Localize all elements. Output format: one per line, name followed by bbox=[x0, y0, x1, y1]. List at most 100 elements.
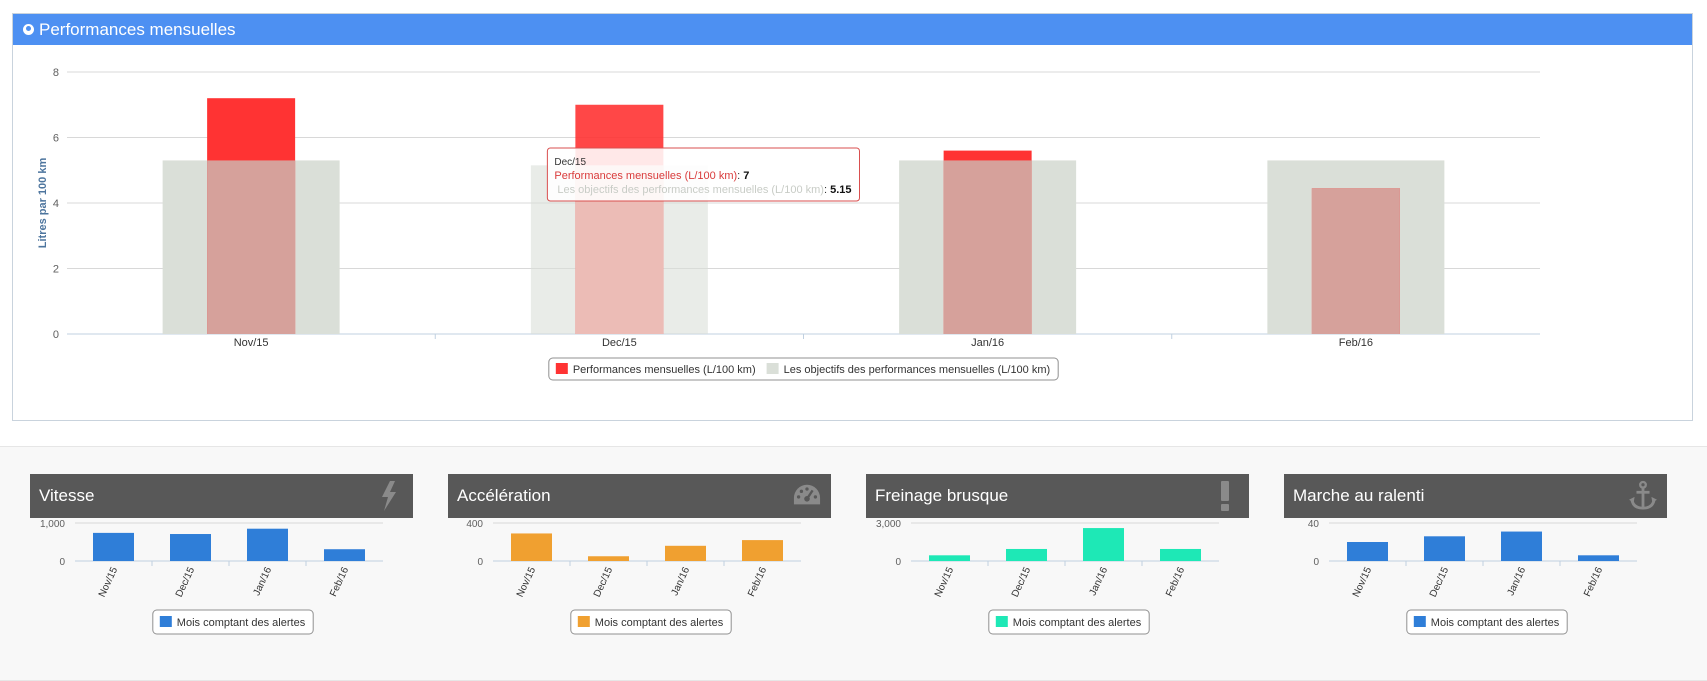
card-header: Accélération bbox=[448, 474, 831, 518]
card-header: Vitesse bbox=[30, 474, 413, 518]
card-idling: Marche au ralenti 40 0 Nov/15 Dec/15 Jan/16 F… bbox=[1284, 474, 1667, 654]
x-tick-label: Dec/15 bbox=[174, 565, 198, 599]
x-tick-label: Dec/15 bbox=[1428, 565, 1452, 599]
alert-bar[interactable] bbox=[511, 533, 552, 561]
y-axis-title: Litres par 100 km bbox=[37, 158, 49, 249]
idling-alerts-chart: 40 0 Nov/15 Dec/15 Jan/16 Feb/16 Mois comptant… bbox=[1308, 519, 1637, 635]
alert-bar[interactable] bbox=[588, 556, 629, 561]
legend-label: Performances mensuelles (L/100 km) bbox=[573, 364, 756, 376]
tooltip-line-performance: Performances mensuelles (L/100 km): 7 bbox=[554, 170, 749, 182]
tooltip-line-goal: Les objectifs des performances mensuelle… bbox=[557, 184, 851, 196]
alert-bar[interactable] bbox=[665, 545, 706, 561]
y-tick-label: 40 bbox=[1308, 519, 1320, 530]
harsh-braking-alerts-chart: 3,000 0 Nov/15 Dec/15 Jan/16 Feb/16 Mois compt… bbox=[876, 519, 1219, 635]
card-title: Marche au ralenti bbox=[1293, 486, 1425, 505]
alert-bar[interactable] bbox=[1006, 548, 1047, 561]
x-tick-label: Nov/15 bbox=[97, 565, 121, 599]
card-header: Freinage brusque bbox=[866, 474, 1249, 518]
alert-bar[interactable] bbox=[929, 555, 970, 561]
y-tick-label: 2 bbox=[53, 264, 59, 276]
chart-legend[interactable]: Mois comptant des alertes bbox=[1406, 609, 1568, 635]
x-tick-label: Jan/16 bbox=[1088, 565, 1111, 597]
x-tick-label: Nov/15 bbox=[1351, 565, 1375, 599]
x-tick-label: Feb/16 bbox=[328, 565, 351, 598]
x-tick-label: Feb/16 bbox=[1164, 565, 1187, 598]
card-acceleration: Accélération 400 0 Nov/15 Dec/15 Jan/16 Feb/1… bbox=[448, 474, 831, 654]
card-speed: Vitesse 1,000 0 Nov/15 Dec/15 Jan/16 Feb/16 Mo… bbox=[30, 474, 413, 654]
panel-header: Performances mensuelles bbox=[13, 14, 1692, 45]
x-tick-label: Feb/16 bbox=[1582, 565, 1605, 598]
legend-swatch bbox=[159, 616, 172, 627]
alert-bar[interactable] bbox=[170, 534, 211, 561]
speed-alerts-chart: 1,000 0 Nov/15 Dec/15 Jan/16 Feb/16 Mois compt… bbox=[40, 519, 383, 635]
chart-legend[interactable]: Mois comptant des alertes bbox=[152, 609, 314, 635]
x-tick-label: Feb/16 bbox=[1339, 337, 1373, 349]
alert-bar[interactable] bbox=[1160, 548, 1201, 561]
overlap-region bbox=[207, 160, 296, 334]
legend-swatch bbox=[1413, 616, 1426, 627]
x-tick-label: Dec/15 bbox=[602, 337, 637, 349]
alert-bar[interactable] bbox=[324, 549, 365, 561]
x-tick-label: Jan/16 bbox=[252, 565, 275, 597]
card-title: Freinage brusque bbox=[875, 486, 1009, 505]
alert-bar[interactable] bbox=[742, 540, 783, 561]
x-tick-label: Jan/16 bbox=[670, 565, 693, 597]
alert-bar[interactable] bbox=[1424, 536, 1465, 561]
acceleration-alerts-chart: 400 0 Nov/15 Dec/15 Jan/16 Feb/16 Mois comptan… bbox=[466, 519, 801, 635]
card-title: Vitesse bbox=[39, 486, 95, 505]
legend-label: Mois comptant des alertes bbox=[1013, 617, 1142, 629]
legend-swatch bbox=[555, 363, 568, 374]
alert-bar[interactable] bbox=[1083, 528, 1124, 561]
monthly-performance-chart: 0 2 4 6 8 Litres par 100 km Nov/15 Dec/15 Jan/16… bbox=[37, 67, 1540, 381]
overlap-region bbox=[1311, 188, 1400, 334]
y-tick-label: 0 bbox=[53, 329, 59, 341]
gauge-icon bbox=[793, 480, 821, 512]
globe-icon bbox=[23, 24, 34, 35]
legend-swatch bbox=[995, 616, 1008, 627]
y-tick-label: 0 bbox=[59, 557, 65, 568]
y-tick-label: 6 bbox=[53, 133, 59, 145]
alert-bar[interactable] bbox=[93, 532, 134, 561]
exclamation-icon bbox=[1211, 480, 1239, 512]
alert-bar[interactable] bbox=[1501, 531, 1542, 561]
legend-swatch bbox=[577, 616, 590, 627]
x-tick-label: Feb/16 bbox=[746, 565, 769, 598]
x-tick-label: Nov/15 bbox=[515, 565, 539, 599]
monthly-performance-panel: Performances mensuelles 0 2 4 6 8 Litres par … bbox=[12, 13, 1693, 421]
x-tick-label: Dec/15 bbox=[1010, 565, 1034, 599]
legend-label: Mois comptant des alertes bbox=[177, 617, 306, 629]
x-tick-label: Jan/16 bbox=[1506, 565, 1529, 597]
chart-legend: Performances mensuelles (L/100 km) Les ob… bbox=[548, 357, 1059, 381]
y-tick-label: 4 bbox=[53, 198, 59, 210]
legend-item[interactable]: Performances mensuelles (L/100 km) bbox=[555, 363, 756, 376]
tooltip-category: Dec/15 bbox=[554, 157, 586, 168]
legend-item[interactable]: Les objectifs des performances mensuelle… bbox=[766, 363, 1051, 376]
y-tick-label: 0 bbox=[1313, 557, 1319, 568]
x-tick-label: Dec/15 bbox=[592, 565, 616, 599]
y-tick-label: 8 bbox=[53, 67, 59, 79]
y-tick-label: 400 bbox=[466, 519, 483, 530]
y-tick-label: 0 bbox=[477, 557, 483, 568]
anchor-icon bbox=[1629, 480, 1657, 512]
x-tick-label: Nov/15 bbox=[933, 565, 957, 599]
legend-swatch bbox=[766, 363, 779, 374]
panel-title: Performances mensuelles bbox=[39, 19, 236, 39]
alert-bar[interactable] bbox=[1347, 542, 1388, 561]
alert-bar[interactable] bbox=[1578, 555, 1619, 561]
lightning-icon bbox=[375, 480, 403, 512]
y-tick-label: 0 bbox=[895, 557, 901, 568]
y-tick-label: 1,000 bbox=[40, 519, 65, 530]
alert-bar[interactable] bbox=[247, 528, 288, 561]
legend-label: Les objectifs des performances mensuelle… bbox=[784, 364, 1051, 376]
x-tick-label: Nov/15 bbox=[234, 337, 269, 349]
legend-label: Mois comptant des alertes bbox=[1431, 617, 1560, 629]
overlap-region bbox=[943, 160, 1032, 334]
y-tick-label: 3,000 bbox=[876, 519, 901, 530]
alerts-section: Vitesse 1,000 0 Nov/15 Dec/15 Jan/16 Feb/16 Mo… bbox=[0, 446, 1707, 681]
legend-label: Mois comptant des alertes bbox=[595, 617, 724, 629]
card-harsh-braking: Freinage brusque 3,000 0 Nov/15 Dec/15 Jan/1… bbox=[866, 474, 1249, 654]
chart-legend[interactable]: Mois comptant des alertes bbox=[988, 609, 1150, 635]
card-title: Accélération bbox=[457, 486, 551, 505]
card-header: Marche au ralenti bbox=[1284, 474, 1667, 518]
chart-legend[interactable]: Mois comptant des alertes bbox=[570, 609, 732, 635]
